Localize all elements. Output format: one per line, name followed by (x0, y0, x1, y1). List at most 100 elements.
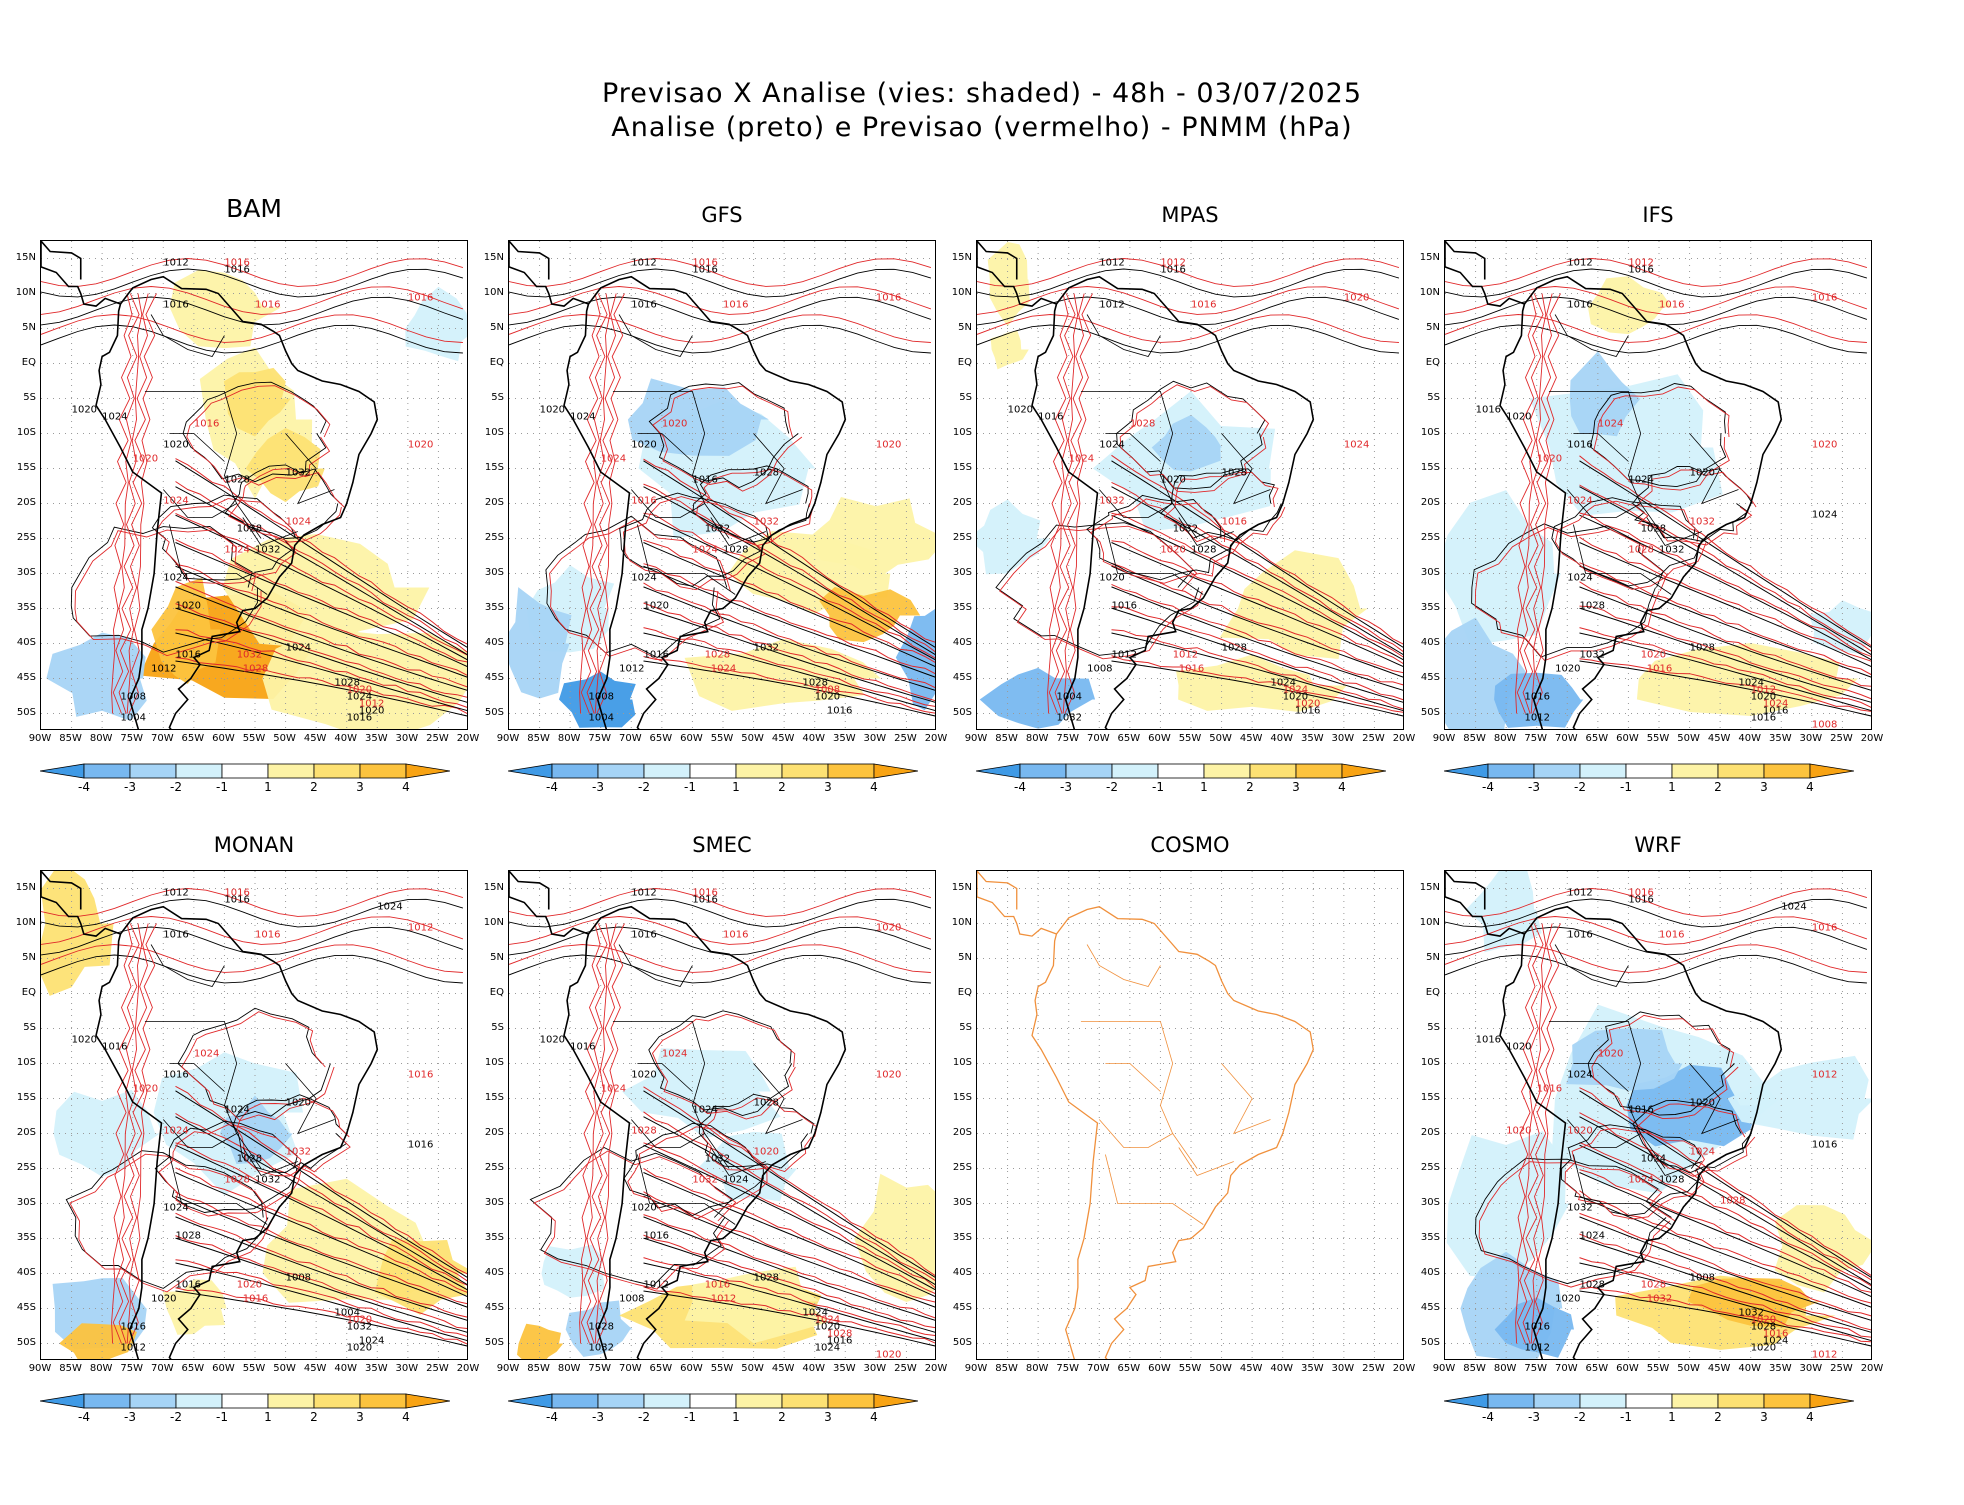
lat-tick-label: 20S (1420, 1126, 1440, 1138)
lat-tick-label: 5S (1427, 391, 1440, 403)
isobar (1579, 565, 1871, 678)
colorbar-segment (1625, 1393, 1673, 1409)
isobar (1054, 293, 1079, 714)
map-panel-wrf: WRF 1012 1016 1016 1016 1020 1024 1016 1020 1024 1… (1404, 825, 1884, 1505)
coastline (977, 871, 1018, 910)
isobar (1579, 1290, 1871, 1347)
colorbar-segment (975, 763, 1021, 779)
colorbar-label: -3 (592, 1410, 604, 1424)
isobar-label: 1020 (1555, 1294, 1580, 1305)
isobar-label: 1024 (224, 1105, 249, 1116)
isobar (175, 1195, 467, 1308)
isobar-label: 1032 (589, 1343, 614, 1354)
isobar-label: 1032 (1580, 650, 1605, 661)
isobar (509, 258, 932, 287)
isobar (175, 481, 467, 653)
isobar (1579, 605, 1871, 700)
lon-tick-label: 70W (150, 1363, 174, 1374)
isobar (1445, 916, 1868, 945)
coastline (1499, 275, 1783, 729)
isobar-label: 1016 (705, 1280, 730, 1291)
country-border (618, 944, 693, 987)
lat-tick-label: 5S (1427, 1021, 1440, 1033)
bias-shading (151, 578, 221, 684)
lon-tick-label: 85W (527, 733, 550, 744)
lon-tick-label: 20W (1860, 1363, 1884, 1374)
lon-tick-label: 75W (588, 1363, 612, 1374)
lon-tick-label: 85W (1463, 733, 1486, 744)
isobar-label: 1020 (631, 1070, 656, 1081)
isobar-label: 1024 (692, 545, 717, 556)
isobar-label: 1012 (151, 664, 176, 675)
colorbar-segment (827, 763, 875, 779)
isobar (1530, 923, 1553, 1344)
isobar (643, 1167, 935, 1294)
lat-tick-label: 20S (1420, 496, 1440, 508)
isobar-label: 1020 (1598, 1049, 1623, 1060)
isobar-label: 1016 (570, 1042, 595, 1053)
isobar (175, 539, 467, 663)
coastline (563, 275, 847, 729)
map-frame: 1012 1016 1012 1020 1016 1024 1020 1028 1032 1028… (976, 240, 1404, 730)
lon-tick-label: 25W (1830, 1363, 1853, 1374)
isobar (643, 1286, 935, 1344)
colorbar-label: 2 (1714, 780, 1722, 794)
isobar-label: 1032 (1690, 517, 1715, 528)
lat-tick-label: 50S (484, 1336, 504, 1348)
figure-title-line2: Analise (preto) e Previsao (vermelho) - … (611, 112, 1353, 143)
lat-tick-label: 45S (1420, 1301, 1440, 1313)
lat-tick-label: 10S (1420, 426, 1440, 438)
isobar-label: 1024 (1567, 573, 1592, 584)
isobar (643, 1262, 935, 1342)
lat-tick-label: 15N (483, 881, 504, 893)
isobar-label: 1016 (692, 265, 717, 276)
lat-tick-label: 25S (484, 1161, 504, 1173)
map-canvas: 1012101610161016102010241016102010241028… (1445, 871, 1871, 1359)
colorbar-label: -3 (1528, 780, 1540, 794)
lat-tick-label: 15S (952, 461, 972, 473)
isobar (643, 1237, 935, 1333)
isobar (1111, 460, 1403, 648)
isobar (224, 464, 341, 539)
map-canvas (977, 871, 1403, 1359)
isobar (158, 1124, 302, 1217)
isobar-label: 1028 (1580, 601, 1605, 612)
isobar-label: 1016 (1567, 440, 1592, 451)
isobar-label: 1024 (1344, 440, 1369, 451)
lon-tick-label: 60W (680, 733, 703, 744)
colorbar-segment (1717, 763, 1765, 779)
colorbar-label: -1 (1152, 780, 1164, 794)
colorbar-segment (873, 763, 919, 779)
isobar-label: 1016 (1476, 1035, 1501, 1046)
colorbar-segment (827, 1393, 875, 1409)
colorbar-segment (1157, 763, 1205, 779)
isobar (111, 923, 133, 1344)
isobar (1579, 1212, 1871, 1317)
isobar-label: 1028 (754, 1098, 779, 1109)
bias-shading (1176, 654, 1347, 712)
country-border (1573, 433, 1629, 462)
isobar-label: 1012 (1099, 300, 1124, 311)
country-border (1105, 433, 1161, 462)
map-panel-cosmo: COSMO 15N 10N 5N EQ 5S 10S 15S 20S 25S 30S 35S 40S 45… (936, 825, 1416, 1505)
isobar (627, 1126, 771, 1220)
isobar (1591, 1014, 1739, 1120)
isobar (692, 465, 810, 543)
country-border (1566, 489, 1641, 518)
country-border (753, 433, 803, 505)
colorbar-label: 3 (1760, 1410, 1768, 1424)
isobar-label: 1020 (876, 923, 901, 934)
lat-tick-label: 40S (16, 1266, 36, 1278)
isobar-label: 1016 (1160, 265, 1185, 276)
panel-title: WRF (1634, 833, 1682, 857)
isobar-label: 1016 (692, 895, 717, 906)
lon-tick-label: 25W (1830, 733, 1853, 744)
isobar-label: 1012 (359, 699, 384, 710)
country-border (1548, 1021, 1666, 1169)
lat-tick-label: EQ (957, 986, 972, 998)
isobar (509, 268, 932, 298)
lon-tick-label: 50W (1209, 1363, 1232, 1374)
lat-tick-label: 15N (951, 251, 972, 263)
isobar-label: 1016 (1525, 692, 1550, 703)
lon-tick-label: 60W (212, 733, 235, 744)
